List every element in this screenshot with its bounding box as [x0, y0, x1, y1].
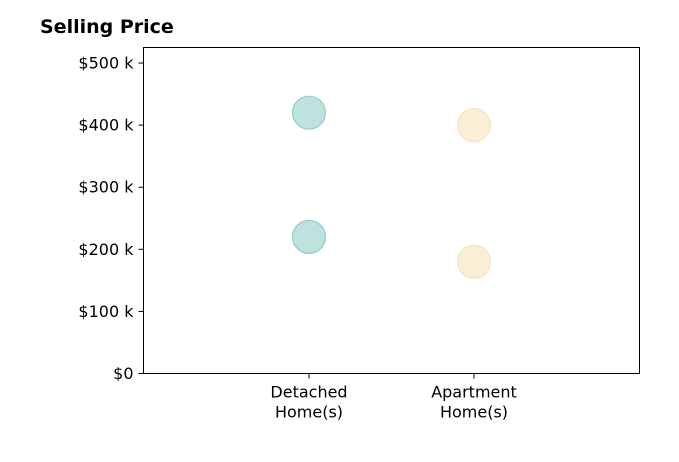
y-tick-label: $500 k: [78, 54, 134, 73]
x-axis: Detached Home(s) Apartment Home(s): [270, 373, 517, 422]
y-tick-label: $300 k: [78, 178, 134, 197]
y-tick-label: $400 k: [78, 116, 134, 135]
data-point: [456, 108, 492, 143]
y-axis: $0 $100 k $200 k $300 k $400 k $500 k: [78, 54, 144, 383]
data-point: [291, 95, 327, 130]
data-points: [291, 95, 492, 279]
y-tick-label: $0: [113, 364, 133, 383]
data-point: [456, 244, 492, 279]
y-tick-label: $100 k: [78, 302, 134, 321]
chart-title: Selling Price: [40, 16, 174, 38]
plot-frame: [143, 47, 640, 374]
x-tick-label: Detached Home(s): [270, 383, 347, 422]
y-tick-label: $200 k: [78, 240, 134, 259]
data-point: [291, 219, 327, 254]
x-tick-label: Apartment Home(s): [431, 383, 517, 422]
